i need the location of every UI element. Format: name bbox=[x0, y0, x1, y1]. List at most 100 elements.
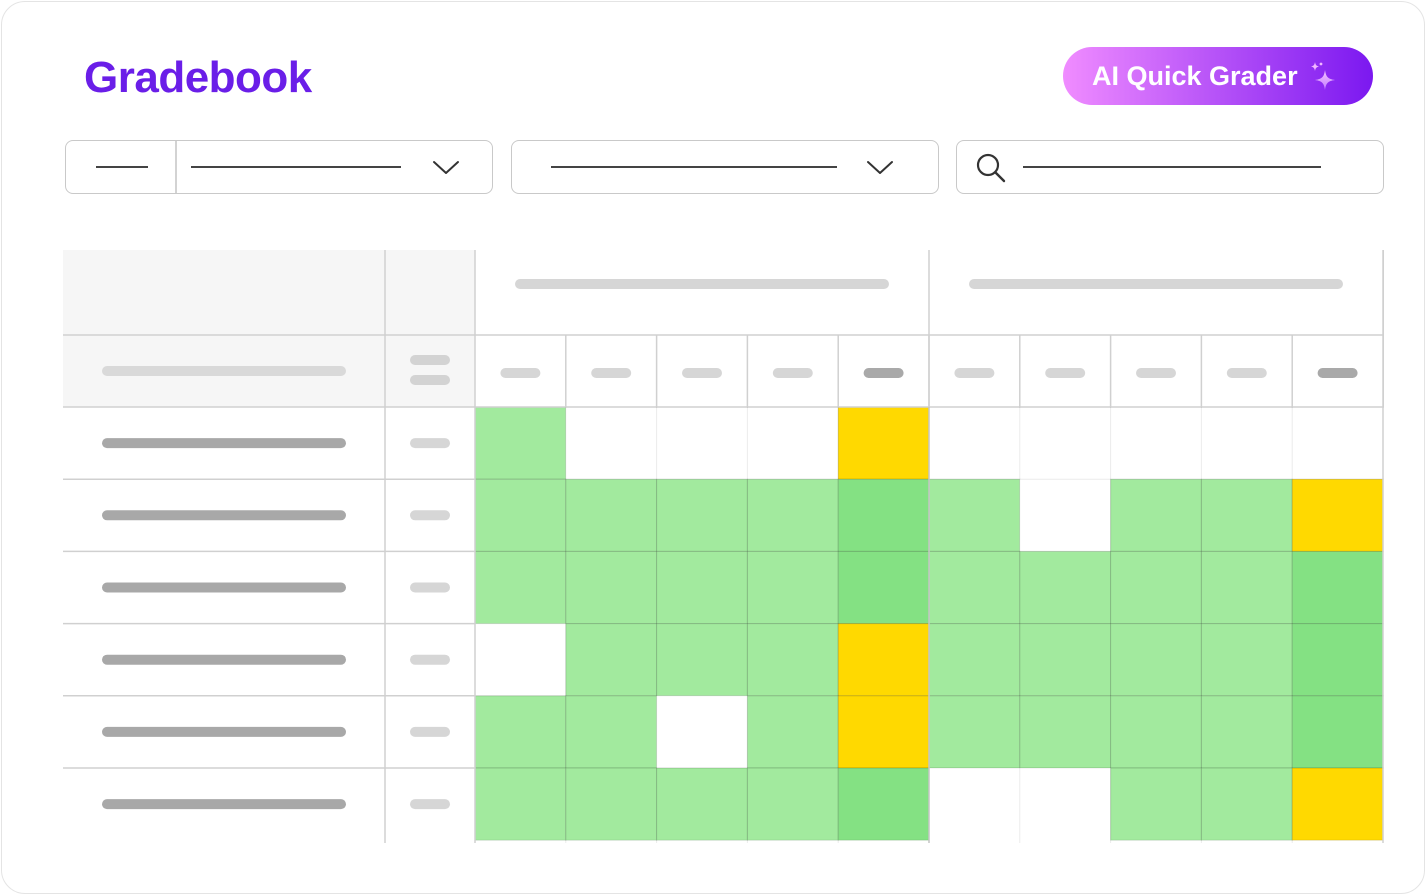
student-score bbox=[410, 582, 450, 593]
assignment-column-header bbox=[954, 368, 995, 378]
grade-cell[interactable] bbox=[746, 695, 839, 769]
grade-cell[interactable] bbox=[565, 695, 658, 769]
grade-cell[interactable] bbox=[746, 767, 839, 841]
grade-cell[interactable] bbox=[1291, 478, 1384, 552]
sparkle-icon bbox=[1308, 60, 1338, 92]
grade-cell[interactable] bbox=[1200, 695, 1293, 769]
grade-cell[interactable] bbox=[656, 767, 748, 841]
section-value-placeholder bbox=[191, 166, 401, 168]
grade-cell[interactable] bbox=[1200, 550, 1293, 625]
grade-cell[interactable] bbox=[565, 407, 657, 480]
ai-quick-grader-button[interactable]: AI Quick Grader bbox=[1063, 47, 1373, 105]
grade-cell[interactable] bbox=[656, 695, 748, 768]
grade-cell[interactable] bbox=[837, 767, 930, 841]
student-name bbox=[102, 726, 346, 737]
grade-cell[interactable] bbox=[1019, 407, 1111, 480]
student-column-header bbox=[102, 366, 346, 376]
grade-cell[interactable] bbox=[928, 695, 1021, 769]
student-name bbox=[102, 654, 346, 665]
grade-cell[interactable] bbox=[1019, 479, 1111, 552]
grade-cell[interactable] bbox=[1110, 407, 1202, 480]
grade-cell[interactable] bbox=[1019, 623, 1112, 697]
assignment-column-header bbox=[682, 368, 722, 378]
grade-cell[interactable] bbox=[746, 623, 839, 697]
search-icon bbox=[976, 153, 1006, 183]
grade-cell[interactable] bbox=[1200, 623, 1293, 697]
grade-cell[interactable] bbox=[837, 623, 930, 697]
page-title: Gradebook bbox=[84, 53, 312, 102]
grade-cell[interactable] bbox=[747, 407, 839, 480]
grade-cell[interactable] bbox=[929, 407, 1020, 480]
assignment-filter-dropdown[interactable] bbox=[511, 140, 939, 194]
grade-cell[interactable] bbox=[1291, 550, 1384, 625]
grade-cell[interactable] bbox=[1019, 695, 1112, 769]
grade-cell[interactable] bbox=[1292, 407, 1383, 480]
gradebook-grid bbox=[63, 250, 1384, 843]
grade-cell[interactable] bbox=[837, 478, 930, 552]
grade-cell[interactable] bbox=[837, 406, 930, 480]
grade-cell[interactable] bbox=[565, 623, 658, 697]
student-name bbox=[102, 438, 346, 449]
ai-quick-grader-label: AI Quick Grader bbox=[1092, 60, 1298, 91]
grade-cell[interactable] bbox=[1291, 767, 1384, 841]
assignment-group-title bbox=[969, 279, 1343, 289]
grade-cell[interactable] bbox=[474, 550, 567, 625]
assignment-group-title bbox=[515, 279, 889, 289]
score-column-header bbox=[410, 375, 450, 385]
grade-cell[interactable] bbox=[1291, 695, 1384, 769]
grade-cell[interactable] bbox=[1110, 767, 1202, 841]
grade-cell[interactable] bbox=[565, 550, 658, 625]
student-name bbox=[102, 799, 346, 810]
grade-cell[interactable] bbox=[837, 695, 930, 769]
grade-cell[interactable] bbox=[928, 550, 1021, 625]
grade-cell[interactable] bbox=[928, 623, 1021, 697]
chevron-down-icon bbox=[433, 161, 459, 174]
grade-cell[interactable] bbox=[929, 768, 1020, 841]
student-name bbox=[102, 582, 346, 593]
grade-cell[interactable] bbox=[1201, 407, 1293, 480]
grade-cell[interactable] bbox=[656, 623, 748, 697]
grade-cell[interactable] bbox=[1200, 478, 1293, 552]
grade-cell[interactable] bbox=[1110, 695, 1202, 769]
score-column-header bbox=[410, 355, 450, 365]
student-name bbox=[102, 510, 346, 521]
grade-cell[interactable] bbox=[474, 767, 567, 841]
grade-cell[interactable] bbox=[1110, 550, 1202, 625]
assignment-column-header bbox=[1317, 368, 1358, 378]
grade-cell[interactable] bbox=[565, 478, 658, 552]
grade-cell[interactable] bbox=[1110, 623, 1202, 697]
grade-cell[interactable] bbox=[746, 550, 839, 625]
student-score bbox=[410, 726, 450, 737]
student-score bbox=[410, 438, 450, 449]
assignment-column-header bbox=[1136, 368, 1176, 378]
grade-cell[interactable] bbox=[1019, 550, 1112, 625]
search-input[interactable] bbox=[956, 140, 1384, 194]
section-prefix-placeholder bbox=[96, 166, 148, 168]
grade-cell[interactable] bbox=[565, 767, 658, 841]
grade-cell[interactable] bbox=[656, 407, 748, 480]
grade-cell[interactable] bbox=[837, 550, 930, 625]
grade-cell[interactable] bbox=[656, 550, 748, 625]
assignment-value-placeholder bbox=[551, 166, 837, 168]
grade-cell[interactable] bbox=[1200, 767, 1293, 841]
grade-cell[interactable] bbox=[1019, 768, 1111, 841]
assignment-column-header bbox=[591, 368, 632, 378]
assignment-column-header bbox=[500, 368, 541, 378]
grade-cell[interactable] bbox=[1291, 623, 1384, 697]
grade-cell[interactable] bbox=[474, 695, 567, 769]
grade-cell[interactable] bbox=[746, 478, 839, 552]
search-placeholder-line bbox=[1023, 166, 1321, 168]
header-left-bg bbox=[63, 250, 475, 407]
grade-cell[interactable] bbox=[474, 478, 567, 552]
grade-cell[interactable] bbox=[928, 478, 1021, 552]
student-score bbox=[410, 799, 450, 810]
assignment-column-header bbox=[1226, 368, 1267, 378]
grade-cell[interactable] bbox=[474, 406, 567, 480]
assignment-column-header bbox=[863, 368, 904, 378]
section-filter-dropdown[interactable] bbox=[65, 140, 493, 194]
student-score bbox=[410, 654, 450, 665]
gradebook-grid-svg bbox=[63, 250, 1384, 843]
grade-cell[interactable] bbox=[475, 623, 566, 696]
grade-cell[interactable] bbox=[1110, 478, 1202, 552]
grade-cell[interactable] bbox=[656, 478, 748, 552]
